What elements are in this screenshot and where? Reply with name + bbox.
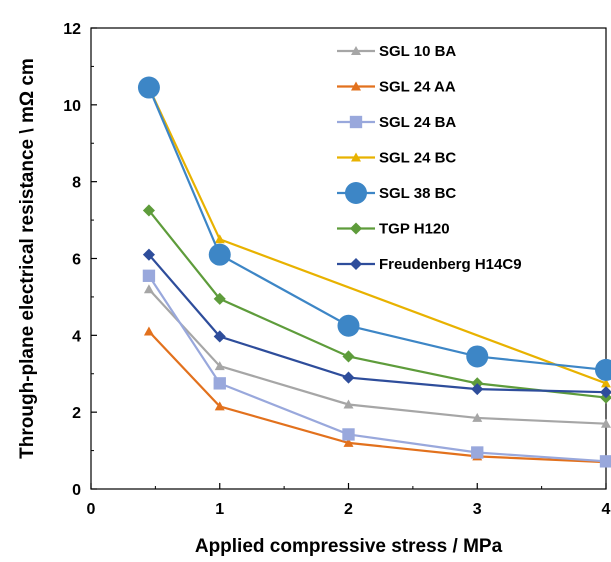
data-point: [142, 269, 156, 282]
data-point: [343, 399, 354, 409]
legend-marker: [351, 46, 361, 55]
y-tick-label: 10: [63, 98, 81, 115]
series-sgl-24-bc: [143, 82, 611, 388]
data-point: [214, 401, 225, 411]
legend: SGL 10 BA SGL 24 AA SGL 24 BA SGL 24 BC SGL …: [337, 43, 522, 273]
data-point: [601, 378, 611, 388]
data-point: [214, 361, 225, 371]
y-tick-label: 2: [72, 405, 81, 422]
series-sgl-38-bc: [137, 76, 611, 381]
data-point: [472, 412, 483, 422]
legend-item-sgl-24-ba: SGL 24 BA: [337, 114, 456, 131]
legend-label: SGL 24 BA: [379, 114, 456, 131]
data-point: [214, 234, 225, 244]
series-sgl-24-aa: [143, 326, 611, 467]
data-point: [471, 383, 484, 396]
series-layer: [137, 76, 611, 468]
x-tick-label: 3: [473, 501, 482, 518]
data-point: [342, 350, 355, 363]
data-point: [213, 292, 226, 305]
legend-label: SGL 24 BC: [379, 150, 456, 167]
legend-label: SGL 10 BA: [379, 43, 456, 60]
data-point: [599, 455, 611, 468]
data-point: [337, 314, 360, 337]
data-point: [595, 358, 611, 381]
legend-marker: [345, 182, 367, 204]
series-sgl-10-ba: [143, 284, 611, 428]
legend-item-freudenberg-h14c9: Freudenberg H14C9: [337, 256, 522, 273]
data-point: [342, 428, 355, 441]
y-axis-title: Through-plane electrical resistance \ mΩ…: [17, 58, 38, 459]
x-tick-label: 0: [87, 501, 96, 518]
data-point: [142, 248, 155, 261]
x-axis-title: Applied compressive stress / MPa: [195, 536, 503, 557]
x-tick-label: 4: [602, 501, 611, 518]
data-point: [143, 326, 154, 336]
legend-label: TGP H120: [379, 221, 450, 238]
data-point: [143, 284, 154, 294]
legend-label: SGL 24 AA: [379, 79, 456, 96]
legend-marker: [349, 222, 363, 235]
data-point: [343, 437, 354, 447]
legend-item-sgl-10-ba: SGL 10 BA: [337, 43, 456, 60]
series-line: [148, 253, 607, 394]
data-point: [142, 204, 155, 217]
legend-item-sgl-24-bc: SGL 24 BC: [337, 150, 456, 167]
y-tick-label: 8: [72, 175, 81, 192]
data-point: [137, 76, 160, 99]
legend-marker: [349, 115, 363, 129]
data-point: [213, 377, 226, 390]
legend-marker: [351, 152, 361, 162]
legend-marker: [349, 257, 363, 271]
y-tick-label: 0: [72, 482, 81, 499]
series-freudenberg-h14c9: [142, 248, 611, 399]
data-point: [213, 330, 226, 343]
series-sgl-24-ba: [142, 269, 611, 468]
legend-marker: [351, 81, 361, 91]
y-tick-label: 6: [72, 252, 81, 269]
y-tick-label: 4: [72, 328, 81, 345]
legend-label: Freudenberg H14C9: [379, 256, 522, 273]
data-point: [601, 418, 611, 428]
data-point: [466, 345, 489, 368]
legend-item-sgl-24-aa: SGL 24 AA: [337, 79, 456, 96]
series-line: [147, 87, 607, 372]
data-point: [599, 386, 611, 399]
x-tick-label: 2: [344, 501, 353, 518]
data-point: [471, 446, 484, 459]
legend-item-sgl-38-bc: SGL 38 BC: [337, 182, 456, 204]
series-line: [148, 330, 607, 464]
legend-item-tgp-h120: TGP H120: [337, 221, 450, 238]
x-tick-label: 1: [215, 501, 224, 518]
data-point: [208, 243, 231, 266]
y-tick-label: 12: [63, 21, 81, 38]
legend-label: SGL 38 BC: [379, 185, 456, 202]
data-point: [342, 371, 355, 384]
